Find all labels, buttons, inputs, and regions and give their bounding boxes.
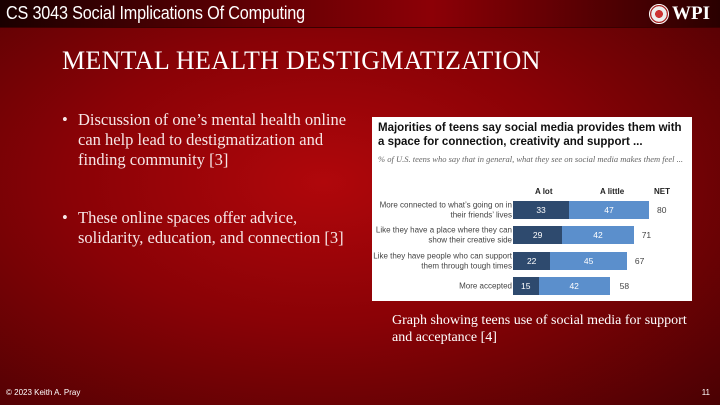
net-value: 80 <box>657 205 667 215</box>
page-number: 11 <box>701 388 710 397</box>
bar-a-little: 45 <box>550 252 627 270</box>
seal-icon <box>649 4 669 24</box>
bullet-list: Discussion of one’s mental health online… <box>62 110 352 286</box>
logo-text: WPI <box>672 3 710 24</box>
bar-a-little: 42 <box>562 226 634 244</box>
bar-a-lot: 15 <box>513 277 539 295</box>
chart-subtitle: % of U.S. teens who say that in general,… <box>378 154 683 164</box>
chart-row: More accepted 15 42 58 <box>372 277 692 295</box>
bar-a-lot: 33 <box>513 201 570 219</box>
bullet-item: These online spaces offer advice, solida… <box>62 208 352 248</box>
chart-title: Majorities of teens say social media pro… <box>378 122 682 148</box>
bar-a-little: 47 <box>569 201 649 219</box>
chart-image: Majorities of teens say social media pro… <box>372 117 692 301</box>
bullet-item: Discussion of one’s mental health online… <box>62 110 352 170</box>
legend-a-little: A little <box>600 187 625 196</box>
chart-row: Like they have people who can support th… <box>372 252 692 270</box>
category-label: More accepted <box>459 281 512 291</box>
bar-a-little: 42 <box>538 277 610 295</box>
legend-a-lot: A lot <box>535 187 553 196</box>
category-label: More connected to what’s going on in the… <box>379 200 512 220</box>
category-label: Like they have people who can support th… <box>373 251 512 271</box>
copyright: © 2023 Keith A. Pray <box>6 388 81 397</box>
bar-a-lot: 29 <box>513 226 563 244</box>
net-value: 71 <box>641 230 652 240</box>
chart-row: More connected to what’s going on in the… <box>372 201 692 219</box>
course-title: CS 3043 Social Implications Of Computing <box>6 3 305 23</box>
chart-caption: Graph showing teens use of social media … <box>392 313 687 345</box>
net-value: 58 <box>619 281 630 291</box>
net-value: 67 <box>634 256 645 266</box>
slide-title: MENTAL HEALTH DESTIGMATIZATION <box>62 46 541 75</box>
legend-net: NET <box>654 187 670 196</box>
chart-row: Like they have a place where they can sh… <box>372 226 692 244</box>
wpi-logo: WPI <box>649 3 710 25</box>
bar-a-lot: 22 <box>513 252 551 270</box>
slide-header: CS 3043 Social Implications Of Computing… <box>0 0 720 28</box>
category-label: Like they have a place where they can sh… <box>375 225 512 245</box>
